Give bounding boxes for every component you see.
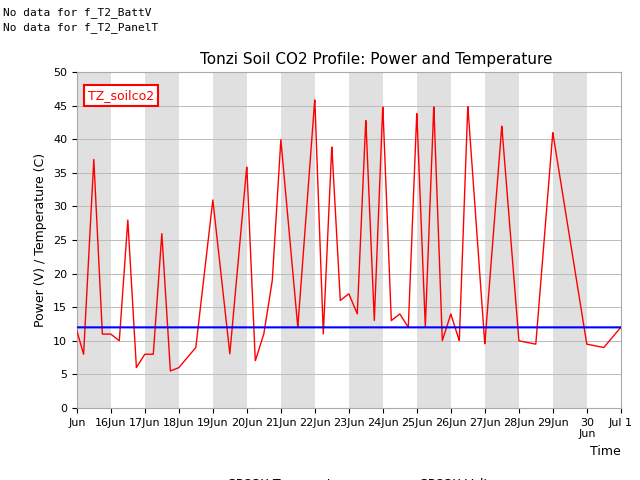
Bar [179, 72, 212, 408]
Bar [451, 72, 485, 408]
Legend: CR23X Temperature, CR23X Voltage: CR23X Temperature, CR23X Voltage [181, 473, 516, 480]
Y-axis label: Power (V) / Temperature (C): Power (V) / Temperature (C) [35, 153, 47, 327]
Text: No data for f_T2_PanelT: No data for f_T2_PanelT [3, 22, 159, 33]
Bar [587, 72, 621, 408]
Bar [247, 72, 281, 408]
Bar [383, 72, 417, 408]
Bar [111, 72, 145, 408]
Bar [315, 72, 349, 408]
Bar [519, 72, 553, 408]
Title: Tonzi Soil CO2 Profile: Power and Temperature: Tonzi Soil CO2 Profile: Power and Temper… [200, 52, 552, 67]
X-axis label: Time: Time [590, 445, 621, 458]
Text: No data for f_T2_BattV: No data for f_T2_BattV [3, 7, 152, 18]
Text: TZ_soilco2: TZ_soilco2 [88, 89, 154, 102]
